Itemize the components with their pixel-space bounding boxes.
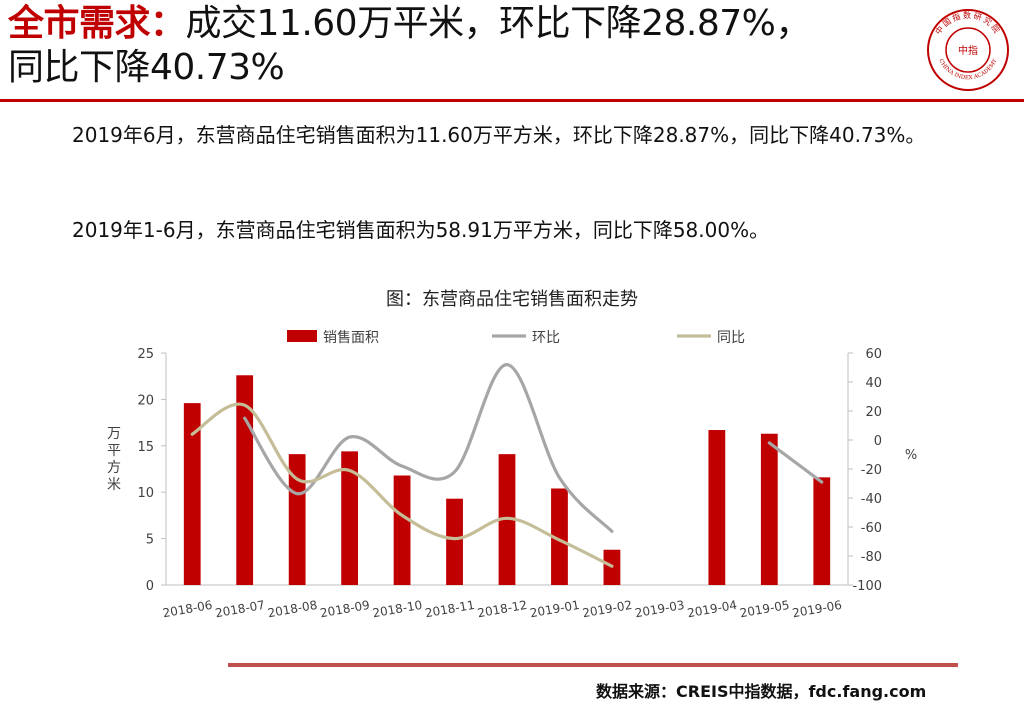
- x-tick-label: 2019-01: [529, 598, 581, 620]
- y2-tick-label: -100: [852, 579, 882, 594]
- y2-tick-label: -80: [861, 550, 882, 565]
- legend-label: 销售面积: [323, 330, 379, 346]
- x-tick-label: 2019-03: [634, 598, 686, 620]
- x-tick-label: 2019-04: [686, 598, 738, 620]
- x-tick-label: 2018-09: [319, 598, 371, 620]
- x-tick-label: 2018-12: [476, 598, 528, 620]
- y-axis-label-char: 方: [107, 460, 121, 476]
- y-tick-label: 25: [137, 347, 154, 362]
- y-axis-label-char: 米: [107, 477, 121, 493]
- y-axis-label-char: 平: [107, 443, 121, 459]
- bar-sales-area: [393, 475, 411, 585]
- page-header: 全市需求：成交11.60万平米，环比下降28.87%， 同比下降40.73%: [8, 2, 908, 90]
- y2-tick-label: -20: [861, 463, 882, 478]
- y-tick-label: 20: [137, 393, 154, 408]
- bar-sales-area: [551, 488, 568, 585]
- summary-paragraph-month: 2019年6月，东营商品住宅销售面积为11.60万平方米，环比下降28.87%，…: [72, 123, 926, 147]
- line-mom: [243, 362, 614, 533]
- legend-swatch-bar: [287, 330, 317, 342]
- x-tick-label: 2019-05: [739, 598, 791, 620]
- svg-text:中国指数研究院: 中国指数研究院: [933, 10, 1003, 36]
- y-tick-label: 5: [146, 533, 154, 548]
- x-tick-label: 2018-06: [162, 598, 214, 620]
- seal-text-top: 中国指数研究院: [933, 10, 1001, 36]
- title-summary: 成交11.60万平米，环比下降28.87%，: [185, 3, 812, 44]
- x-tick-label: 2018-11: [424, 598, 476, 620]
- x-tick-label: 2019-02: [581, 598, 633, 620]
- seal-center-text: 中指: [958, 44, 978, 57]
- page-title-line2: 同比下降40.73%: [8, 47, 285, 88]
- bar-sales-area: [813, 477, 831, 585]
- x-tick-label: 2018-08: [267, 598, 319, 620]
- y-axis-label-char: 万: [107, 426, 121, 442]
- y-tick-label: 0: [146, 579, 154, 594]
- bar-sales-area: [183, 403, 201, 585]
- bar-sales-area: [446, 498, 463, 585]
- seal-text-bottom: CHINA INDEX ACADEMY: [937, 58, 998, 81]
- page-title-line1: 全市需求：成交11.60万平米，环比下降28.87%，: [8, 2, 908, 46]
- bar-sales-area: [708, 430, 726, 585]
- legend-label: 环比: [532, 330, 560, 346]
- y-tick-label: 10: [137, 486, 154, 501]
- chart-title: 图：东营商品住宅销售面积走势: [386, 289, 638, 310]
- data-source: 数据来源：CREIS中指数据，fdc.fang.com: [596, 682, 927, 701]
- china-index-academy-seal-icon: 中国指数研究院 CHINA INDEX ACADEMY 中指: [927, 9, 1009, 91]
- bar-sales-area: [760, 433, 778, 585]
- y2-tick-label: -60: [861, 521, 882, 536]
- y2-tick-label: -40: [861, 492, 882, 507]
- line-yoy: [190, 402, 614, 568]
- x-tick-label: 2019-06: [791, 598, 843, 620]
- summary-paragraph-ytd: 2019年1-6月，东营商品住宅销售面积为58.91万平方米，同比下降58.00…: [72, 218, 770, 242]
- y2-tick-label: 0: [874, 434, 882, 449]
- bar-sales-area: [288, 454, 306, 585]
- y2-axis-label: %: [905, 448, 917, 463]
- x-tick-label: 2018-07: [214, 598, 266, 620]
- sales-area-chart: 0 5 10 15 20 25 -100 -80 -60 -40 -20 0 20 40 60 万平方米% 20…: [107, 330, 917, 620]
- legend-label: 同比: [717, 330, 745, 346]
- y2-tick-label: 40: [865, 376, 882, 391]
- x-tick-label: 2018-10: [371, 598, 423, 620]
- line-mom: [767, 441, 824, 484]
- header-divider: [0, 99, 1024, 102]
- y2-tick-label: 60: [865, 347, 882, 362]
- bar-sales-area: [341, 451, 359, 585]
- y-tick-label: 15: [137, 440, 154, 455]
- svg-text:CHINA INDEX ACADEMY: CHINA INDEX ACADEMY: [937, 58, 998, 81]
- title-keyword: 全市需求：: [8, 3, 186, 44]
- footer-divider: [228, 663, 958, 667]
- y2-tick-label: 20: [865, 405, 882, 420]
